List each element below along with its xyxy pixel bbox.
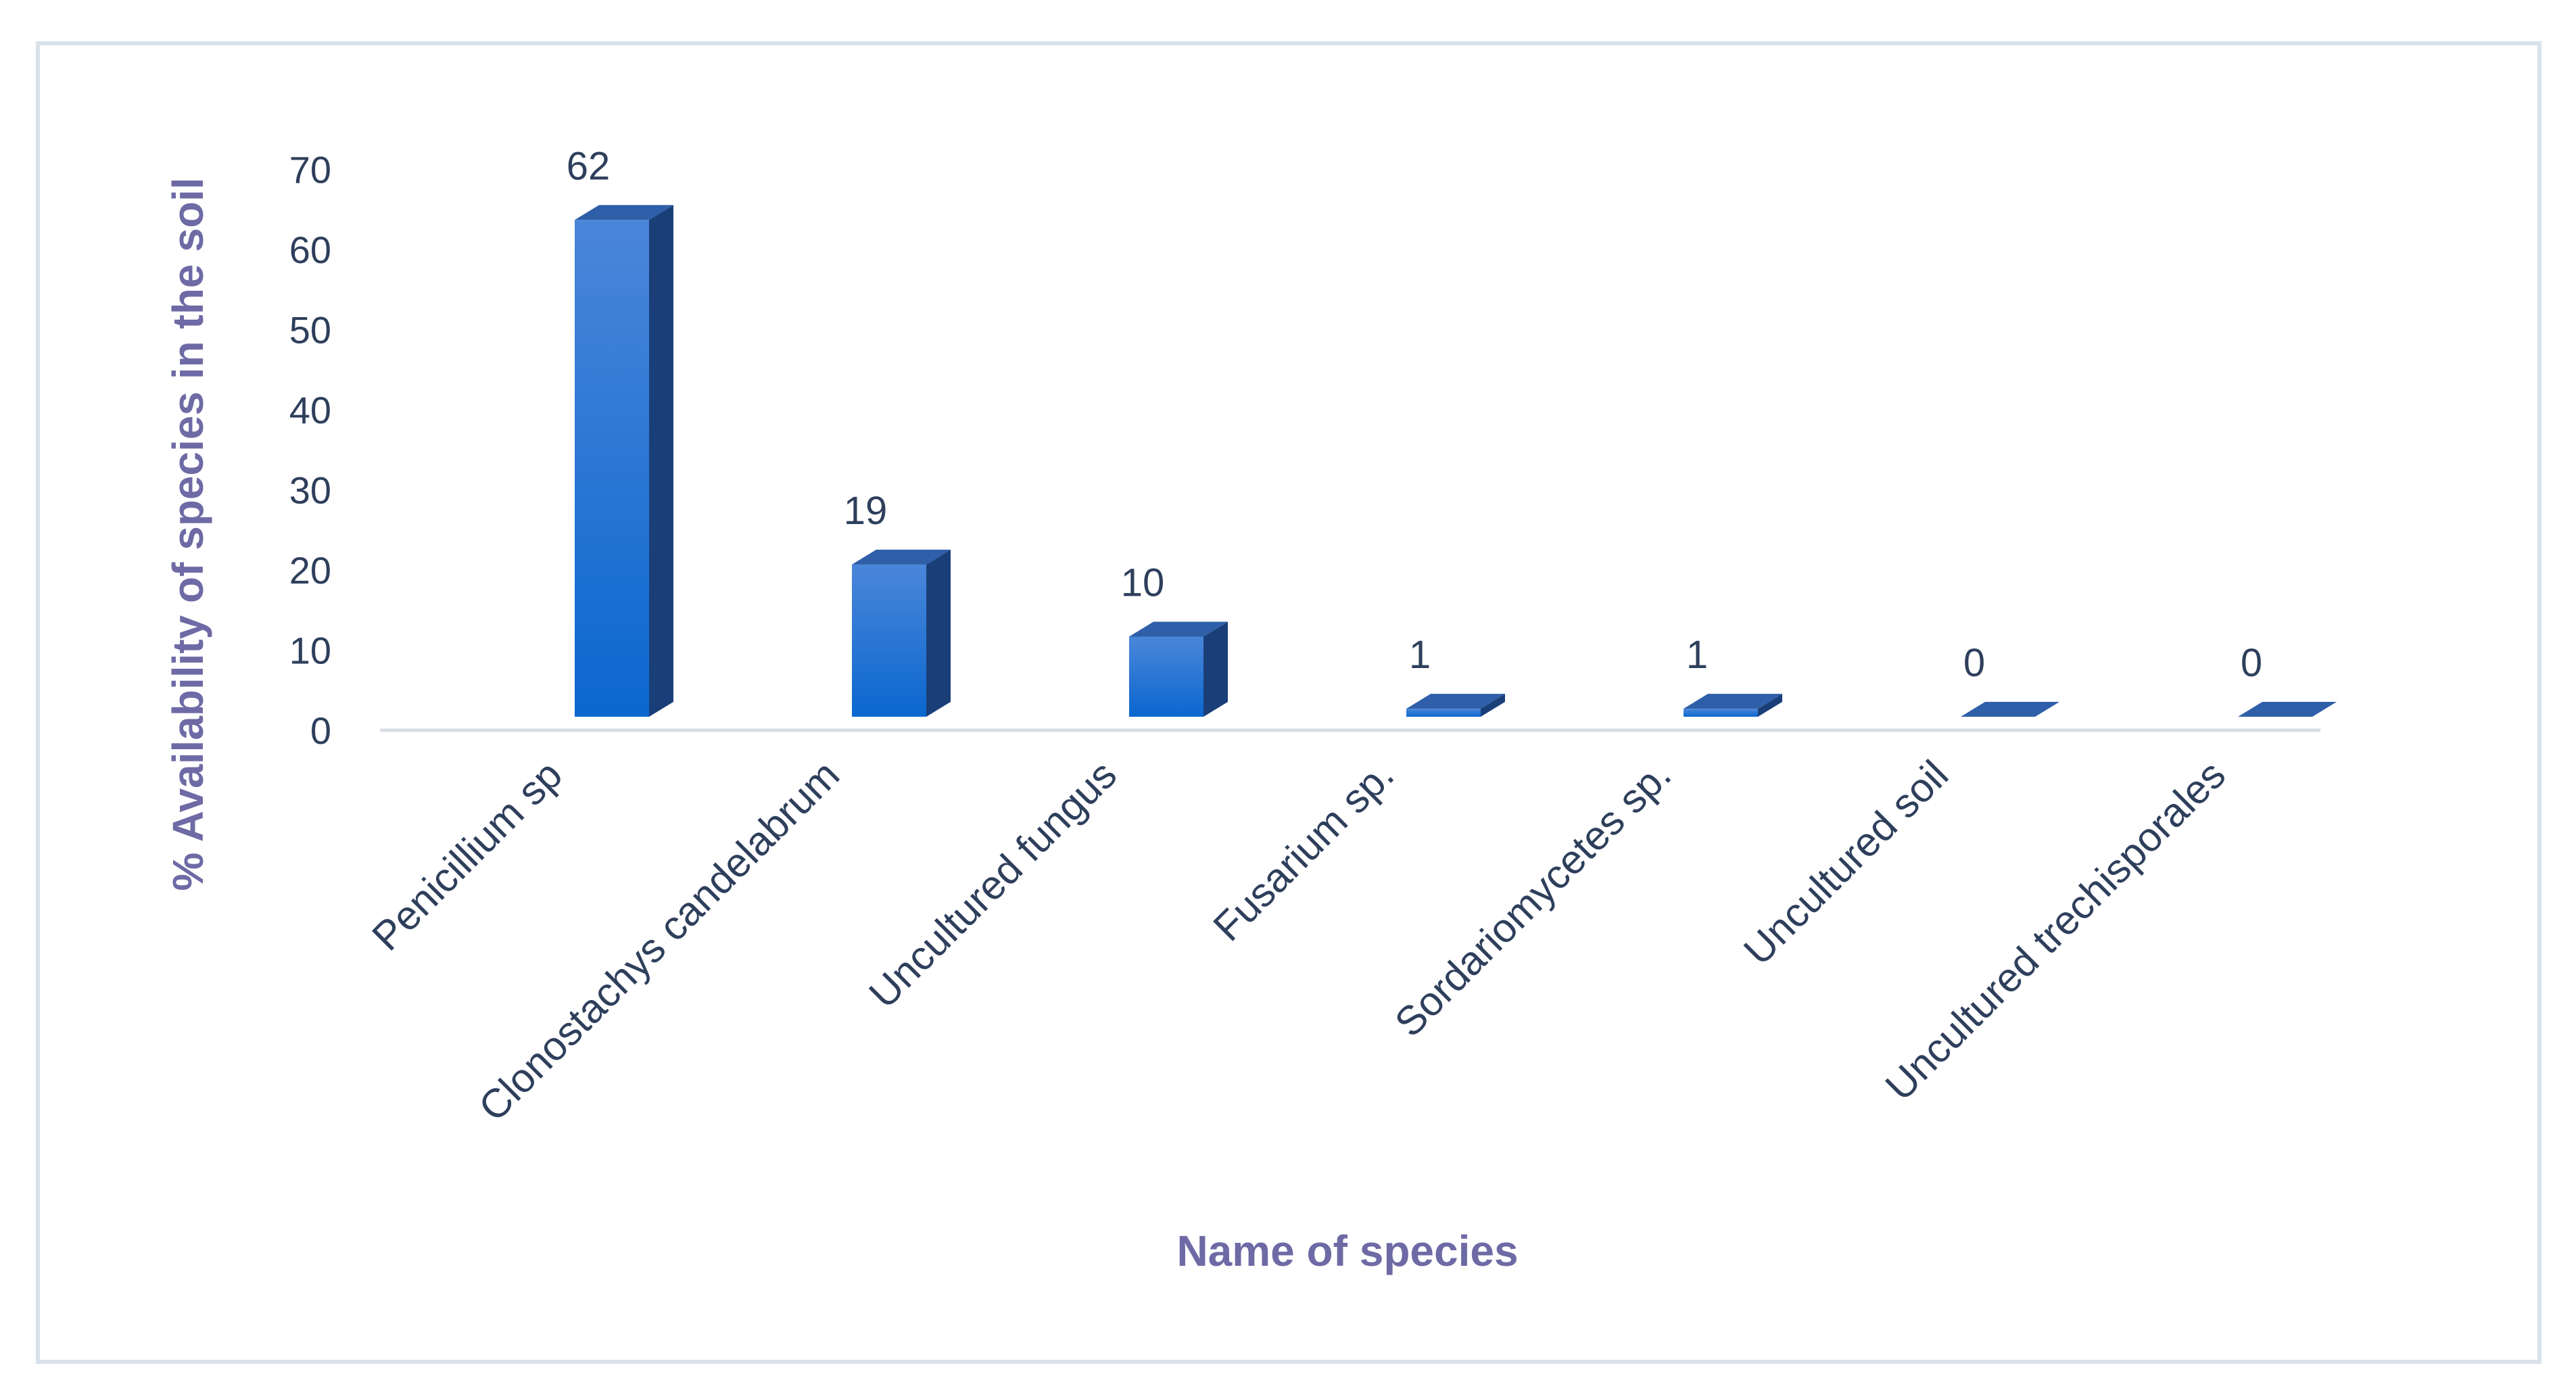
- x-axis-title: Name of species: [1176, 1227, 1518, 1275]
- bar: [2238, 702, 2337, 717]
- bar: [852, 549, 951, 717]
- bar: [1961, 702, 2059, 717]
- bar-front-face: [1684, 709, 1758, 717]
- bar: [1684, 694, 1782, 717]
- bar: [1406, 694, 1505, 717]
- y-tick-label: 30: [289, 469, 331, 512]
- data-label: 10: [1121, 561, 1165, 605]
- y-tick-label: 70: [289, 149, 331, 191]
- y-axis-ticks: 0 10 20 30 40 50 60 70: [289, 149, 331, 753]
- bar-top-face: [1684, 694, 1782, 709]
- data-label: 1: [1409, 633, 1431, 677]
- bar-side-face: [1758, 694, 1782, 717]
- y-tick-label: 50: [289, 309, 331, 352]
- bar-front-face: [852, 564, 926, 717]
- bar: [1129, 621, 1228, 717]
- bar-front-face: [1129, 636, 1203, 717]
- data-label: 0: [1963, 641, 1985, 685]
- data-label: 19: [844, 489, 888, 533]
- bar-front-face: [575, 220, 649, 717]
- y-axis-title: % Availability of species in the soil: [164, 177, 212, 891]
- bar: [575, 205, 673, 717]
- bar-side-face: [1481, 694, 1505, 717]
- bar-top-face: [1129, 621, 1228, 637]
- y-tick-label: 10: [289, 630, 331, 672]
- bar-top-face: [1406, 694, 1505, 709]
- data-label: 62: [567, 144, 611, 188]
- bars-group: [575, 205, 2337, 717]
- y-tick-label: 0: [310, 709, 331, 752]
- y-tick-label: 40: [289, 389, 331, 431]
- y-tick-label: 60: [289, 229, 331, 271]
- bar-side-face: [926, 549, 951, 717]
- bar-top-face: [575, 205, 673, 220]
- data-label: 1: [1686, 633, 1708, 677]
- bar-side-face: [1203, 621, 1228, 717]
- y-tick-label: 20: [289, 549, 331, 592]
- data-label: 0: [2241, 641, 2262, 685]
- bar-top-face: [852, 549, 951, 565]
- bar-side-face: [649, 205, 673, 717]
- bar-top-face: [1961, 702, 2059, 717]
- bar-top-face: [2238, 702, 2337, 717]
- chart-frame: [36, 41, 2542, 1364]
- bar-front-face: [1406, 709, 1481, 717]
